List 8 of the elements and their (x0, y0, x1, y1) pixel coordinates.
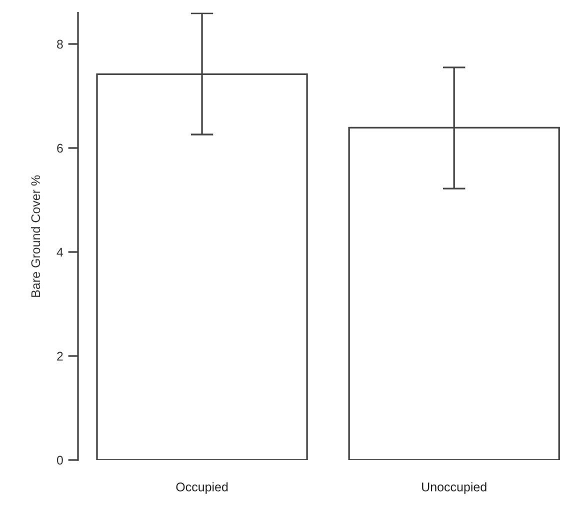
y-tick-label: 0 (56, 456, 63, 465)
y-tick-label: 4 (56, 248, 64, 257)
x-tick-label: Occupied (176, 482, 228, 494)
x-tick-label: Unoccupied (422, 482, 486, 494)
y-axis-title: Bare Ground Cover % (30, 175, 40, 297)
y-tick-label: 6 (57, 144, 63, 153)
y-tick-label: 2 (57, 352, 63, 361)
y-tick-label: 8 (57, 40, 63, 49)
